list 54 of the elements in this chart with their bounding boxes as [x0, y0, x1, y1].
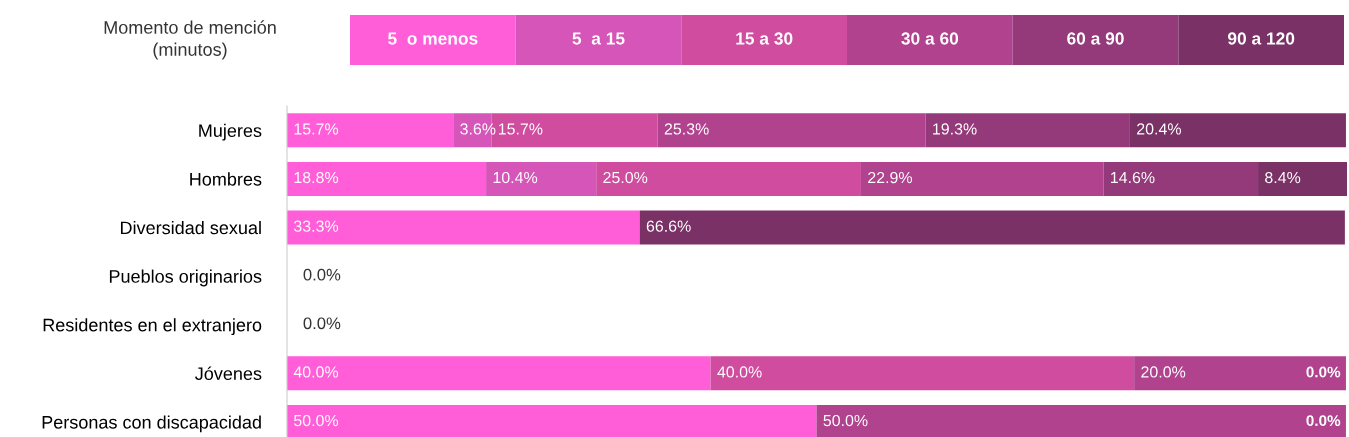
data-label: 15.7%: [294, 123, 339, 135]
text: 5 a 15: [572, 32, 625, 45]
data-label: 50.0%: [293, 414, 339, 427]
bar: [1129, 113, 1346, 148]
bar: [486, 161, 597, 196]
text: 90 a 120: [1227, 32, 1295, 45]
text: 30 a 60: [901, 32, 959, 45]
y-tick-label: Jóvenes: [195, 366, 262, 381]
data-label: 0.0%: [303, 268, 341, 281]
text: 15 a 30: [736, 32, 793, 45]
bar: [860, 161, 1104, 196]
bar: [287, 356, 711, 391]
data-label: 0.0%: [303, 317, 341, 330]
data-label: 14.6%: [1111, 171, 1155, 184]
data-label: 8.4%: [1265, 171, 1301, 184]
bar: [287, 404, 817, 437]
data-label: 19.3%: [933, 123, 977, 135]
data-label: 66.6%: [646, 220, 691, 232]
bar: [710, 356, 1135, 391]
bar: [287, 210, 640, 245]
y-tick-label: Mujeres: [199, 123, 262, 141]
data-label: 22.9%: [868, 171, 913, 184]
data-label: 40.0%: [293, 366, 339, 378]
data-label: 33.3%: [293, 220, 339, 232]
data-label: 10.4%: [493, 171, 538, 184]
legend-title: Momento de mención (minutos): [104, 20, 276, 60]
bar: [596, 161, 861, 196]
y-tick-label: Personas con discapacidad: [42, 415, 261, 433]
bar: [1103, 161, 1259, 196]
bar: [925, 113, 1130, 148]
data-label: 20.0%: [1141, 366, 1186, 378]
data-label: 18.8%: [294, 171, 339, 184]
data-label: 0.0%: [1306, 415, 1341, 427]
bar: [657, 113, 926, 148]
data-label: 15.7%: [498, 123, 543, 135]
text: 60 a 90: [1067, 32, 1124, 45]
data-label: 40.0%: [717, 366, 762, 378]
bar: [1258, 161, 1347, 196]
bar: [639, 210, 1345, 245]
data-label: 3.6%: [460, 123, 496, 135]
data-label: 20.4%: [1137, 123, 1181, 135]
y-tick-label: Hombres: [190, 172, 262, 186]
bar: [287, 113, 454, 148]
y-tick-label: Residentes en el extranjero: [43, 318, 262, 336]
data-label: 0.0%: [1306, 366, 1341, 378]
bar: [816, 404, 1346, 437]
y-tick-label: Diversidad sexual: [120, 220, 261, 235]
bar: [287, 161, 487, 196]
data-label: 25.0%: [603, 171, 648, 184]
data-label: 25.3%: [664, 123, 709, 135]
text: 5 o menos: [388, 32, 478, 45]
bar: [1134, 356, 1346, 391]
data-label: 50.0%: [823, 414, 868, 427]
y-tick-label: Pueblos originarios: [109, 269, 262, 287]
